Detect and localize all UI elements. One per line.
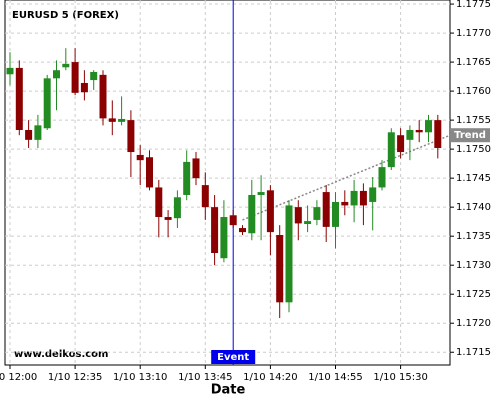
- candle-body: [415, 129, 423, 133]
- y-tick-label: 1.1760: [456, 86, 491, 97]
- candle-body: [6, 67, 14, 75]
- chart-title: EURUSD 5 (FOREX): [12, 10, 119, 21]
- candle-body: [257, 192, 265, 195]
- y-tick-label: 1.1755: [456, 115, 491, 126]
- candle-body: [80, 82, 88, 93]
- y-tick-label: 1.1725: [456, 289, 491, 300]
- y-tick-label: 1.1715: [456, 347, 491, 358]
- candle-body: [15, 67, 23, 130]
- candle-body: [406, 129, 414, 140]
- y-tick-label: 1.1750: [456, 144, 491, 155]
- candle-body: [378, 167, 386, 188]
- y-tick-label: 1.1720: [456, 318, 491, 329]
- candle-body: [99, 74, 107, 119]
- y-tick-label: 1.1730: [456, 260, 491, 271]
- candle-body: [350, 190, 358, 206]
- x-tick-label: 1/10 15:30: [373, 372, 427, 383]
- y-tick-label: 1.1735: [456, 231, 491, 242]
- candle-body: [136, 154, 144, 161]
- candle-body: [285, 205, 293, 303]
- candle-body: [276, 235, 284, 303]
- candle-body: [201, 185, 209, 208]
- candle-body: [425, 120, 432, 133]
- candle-body: [62, 63, 70, 68]
- trend-line: [242, 134, 451, 221]
- candle-body: [90, 71, 98, 81]
- candle-body: [387, 132, 395, 168]
- x-tick-label: 1/10 14:20: [243, 372, 297, 383]
- candle-body: [155, 187, 163, 218]
- candle-body: [434, 120, 442, 148]
- candle-body: [397, 135, 405, 153]
- y-tick-label: 1.1745: [456, 173, 491, 184]
- candle-body: [304, 221, 312, 224]
- x-axis-label: Date: [211, 383, 246, 398]
- candle-body: [43, 78, 51, 129]
- candle-body: [322, 192, 330, 227]
- candle-body: [229, 215, 237, 226]
- candle-body: [164, 217, 172, 220]
- candle-body: [369, 187, 377, 202]
- candle-body: [248, 194, 256, 234]
- candle-body: [127, 120, 135, 153]
- y-tick-label: 1.1775: [456, 0, 491, 10]
- candle-body: [211, 207, 219, 254]
- event-label: Event: [217, 352, 249, 363]
- x-tick-label: 1/10 12:35: [48, 372, 102, 383]
- y-tick-label: 1.1770: [456, 28, 491, 39]
- candle-body: [71, 62, 79, 93]
- trend-label-box: [450, 128, 490, 143]
- candle-body: [266, 190, 274, 233]
- watermark: www.delkos.com: [14, 349, 108, 360]
- candle-body: [220, 217, 228, 259]
- candle-body: [239, 228, 246, 233]
- candle-body: [173, 197, 181, 219]
- candle-body: [53, 70, 60, 79]
- trend-label: Trend: [454, 130, 486, 141]
- candle-body: [359, 190, 367, 206]
- candle-body: [34, 125, 42, 140]
- y-tick-label: 1.1740: [456, 202, 491, 213]
- x-tick-label: 1/10 12:00: [0, 372, 37, 383]
- candle-body: [118, 118, 126, 122]
- candle-body: [294, 207, 302, 224]
- y-tick-label: 1.1765: [456, 57, 491, 68]
- x-tick-label: 1/10 13:10: [113, 372, 167, 383]
- candle-body: [332, 201, 339, 227]
- candle-body: [341, 201, 349, 206]
- candle-body: [183, 161, 191, 195]
- candle-body: [25, 129, 33, 140]
- x-tick-label: 1/10 13:45: [178, 372, 232, 383]
- candle-body: [192, 158, 200, 179]
- candle-body: [313, 207, 321, 220]
- plot-area: [4, 0, 451, 366]
- event-label-box: [211, 350, 256, 364]
- candle-body: [108, 118, 116, 122]
- x-tick-label: 1/10 14:55: [308, 372, 362, 383]
- candle-body: [146, 157, 153, 188]
